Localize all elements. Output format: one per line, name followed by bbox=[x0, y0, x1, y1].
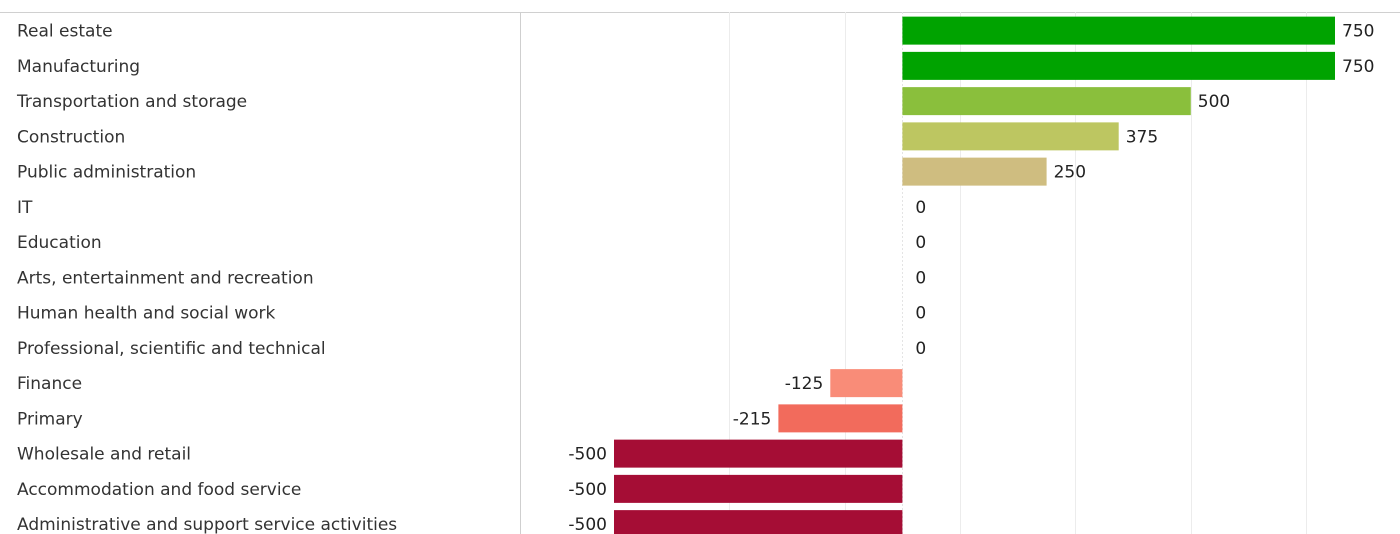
value-label: 0 bbox=[915, 268, 926, 288]
category-label: Public administration bbox=[17, 163, 196, 183]
value-label: -500 bbox=[568, 515, 607, 534]
value-label: 500 bbox=[1198, 92, 1230, 112]
value-label: 0 bbox=[915, 198, 926, 218]
value-label: -500 bbox=[568, 445, 607, 465]
value-label: 0 bbox=[915, 233, 926, 253]
category-label: Arts, entertainment and recreation bbox=[17, 268, 314, 288]
value-label: -500 bbox=[568, 480, 607, 500]
bar bbox=[830, 369, 903, 398]
bar bbox=[902, 157, 1047, 186]
category-label: Human health and social work bbox=[17, 304, 275, 324]
category-label: Education bbox=[17, 233, 102, 253]
category-label: Finance bbox=[17, 374, 82, 394]
value-label: -125 bbox=[785, 374, 824, 394]
category-label: IT bbox=[17, 198, 33, 218]
value-label: -215 bbox=[733, 409, 772, 429]
bar bbox=[902, 16, 1335, 45]
category-label: Primary bbox=[17, 409, 83, 429]
value-label: 0 bbox=[915, 339, 926, 359]
value-label: 750 bbox=[1342, 57, 1374, 77]
labels-layer: Real estate 750 Manufacturing 750 Transporta… bbox=[16, 22, 1374, 534]
category-label: Professional, scientific and technical bbox=[17, 339, 326, 359]
category-label: Real estate bbox=[17, 22, 113, 42]
category-label: Manufacturing bbox=[17, 57, 140, 77]
category-label: Transportation and storage bbox=[16, 92, 247, 112]
bar bbox=[614, 474, 903, 503]
value-label: 375 bbox=[1126, 127, 1158, 147]
bar bbox=[614, 439, 903, 468]
bar bbox=[902, 51, 1335, 80]
value-label: 750 bbox=[1342, 22, 1374, 42]
category-label: Wholesale and retail bbox=[17, 445, 191, 465]
bars-layer bbox=[614, 16, 1335, 534]
category-label: Accommodation and food service bbox=[17, 480, 301, 500]
bar bbox=[614, 510, 903, 534]
value-label: 0 bbox=[915, 304, 926, 324]
bar bbox=[778, 404, 903, 433]
category-label: Construction bbox=[17, 127, 125, 147]
bar bbox=[902, 87, 1191, 116]
bar bbox=[902, 122, 1119, 151]
category-label: Administrative and support service activ… bbox=[17, 515, 397, 534]
value-label: 250 bbox=[1054, 163, 1086, 183]
